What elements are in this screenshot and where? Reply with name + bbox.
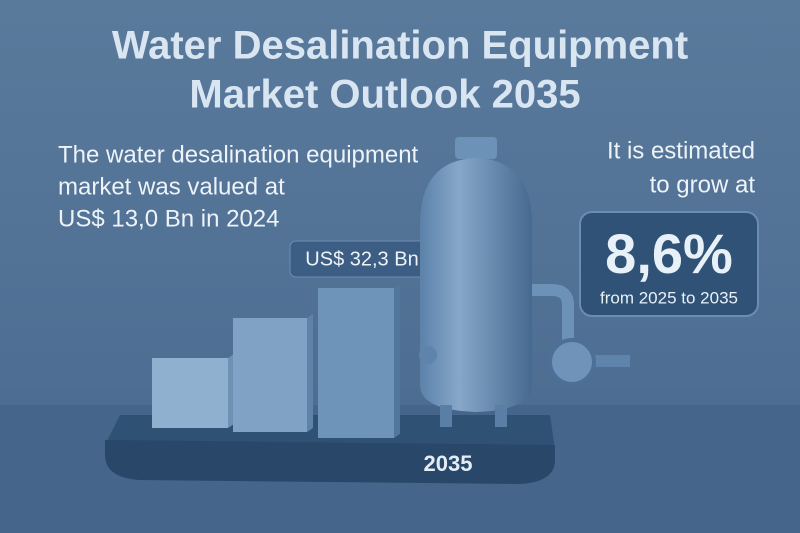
nozzle xyxy=(419,346,437,364)
tank-leg xyxy=(495,405,507,427)
left-text: US$ 13,0 Bn in 2024 xyxy=(58,205,280,232)
base-label: 2035 xyxy=(424,451,473,476)
left-text: The water desalination equipment xyxy=(58,141,419,168)
bar-decor xyxy=(318,288,394,438)
right-text: It is estimated xyxy=(607,137,755,164)
pipe xyxy=(532,284,574,350)
growth-rate: 8,6% xyxy=(605,222,733,285)
title-line: Water Desalination Equipment xyxy=(112,24,688,68)
right-text: to grow at xyxy=(650,171,756,198)
bar-decor xyxy=(307,314,313,432)
bar-decor xyxy=(394,284,400,438)
bar-decor xyxy=(228,354,234,428)
tank-leg xyxy=(440,405,452,427)
title-line: Market Outlook 2035 xyxy=(189,73,580,117)
platform-edge xyxy=(105,440,555,484)
flange xyxy=(548,338,596,386)
growth-box xyxy=(579,211,759,317)
bar-decor xyxy=(233,318,307,432)
left-text: market was valued at xyxy=(58,173,285,200)
growth-period: from 2025 to 2035 xyxy=(600,288,738,307)
tank xyxy=(420,158,532,412)
bar-badge-text: US$ 32,3 Bn xyxy=(305,248,418,270)
bar-decor xyxy=(152,358,228,428)
tank-cap xyxy=(455,137,497,159)
